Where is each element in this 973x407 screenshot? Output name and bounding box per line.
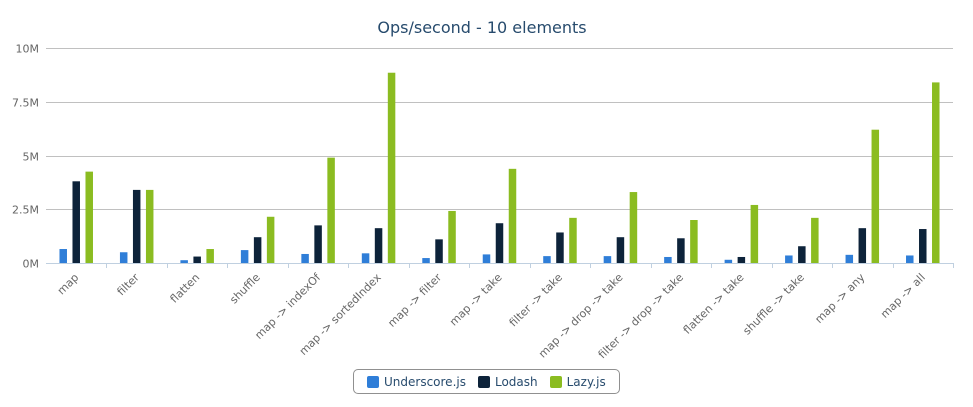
bar[interactable] (871, 129, 880, 263)
bar[interactable] (145, 189, 154, 263)
grid (46, 48, 953, 264)
bar[interactable] (119, 252, 128, 263)
x-tick-label: filter (115, 271, 143, 299)
bar[interactable] (906, 255, 914, 263)
bar[interactable] (811, 217, 819, 263)
legend-label-lodash: Lodash (494, 374, 538, 389)
bar[interactable] (72, 181, 80, 263)
legend: Underscore.js Lodash Lazy.js (353, 369, 620, 394)
bars (59, 72, 940, 264)
bar[interactable] (301, 253, 309, 263)
bar[interactable] (448, 210, 456, 263)
bar[interactable] (253, 237, 262, 263)
bar[interactable] (422, 258, 430, 263)
x-tick-label: filter -> take (507, 271, 566, 330)
y-axis: 0M 2.5M 5M 7.5M 10M (12, 43, 39, 271)
bar[interactable] (495, 223, 504, 263)
bar[interactable] (508, 168, 517, 263)
x-tick-label: shuffle (227, 271, 263, 307)
legend-swatch-lodash (477, 375, 490, 388)
bar[interactable] (737, 256, 746, 263)
bar[interactable] (690, 220, 698, 263)
x-tick-label: map -> take (447, 271, 505, 329)
x-tick-label: map (55, 271, 81, 297)
legend-item-lodash[interactable]: Lodash (477, 374, 538, 389)
bar[interactable] (482, 254, 491, 263)
bar[interactable] (387, 72, 396, 263)
x-tick-label: flatten -> take (681, 271, 747, 337)
bar[interactable] (132, 189, 141, 263)
x-tick-label: map -> all (878, 271, 928, 321)
bar[interactable] (724, 259, 733, 263)
bar[interactable] (845, 254, 854, 263)
bar[interactable] (266, 216, 275, 263)
legend-label-lazy: Lazy.js (566, 374, 606, 389)
bar[interactable] (750, 204, 759, 263)
bar[interactable] (616, 237, 625, 263)
bar[interactable] (193, 256, 201, 263)
bar[interactable] (919, 229, 927, 263)
legend-item-lazy[interactable]: Lazy.js (549, 374, 606, 389)
y-tick-label: 10M (16, 43, 40, 56)
bar[interactable] (206, 249, 214, 263)
bar[interactable] (543, 256, 551, 263)
y-tick-label: 2.5M (12, 204, 39, 217)
bar[interactable] (932, 82, 940, 264)
y-tick-label: 5M (23, 151, 40, 164)
bar[interactable] (240, 250, 249, 263)
legend-item-underscore[interactable]: Underscore.js (367, 375, 466, 389)
bar[interactable] (327, 157, 335, 263)
bar[interactable] (180, 260, 188, 263)
y-tick-label: 7.5M (12, 97, 39, 110)
x-tick-label: shuffle -> take (740, 271, 807, 338)
bar[interactable] (785, 255, 793, 263)
bar[interactable] (314, 225, 322, 263)
bar[interactable] (85, 171, 93, 263)
bar[interactable] (569, 217, 577, 263)
bar[interactable] (677, 238, 685, 263)
x-tick-label: map -> filter (385, 271, 444, 330)
bar[interactable] (59, 249, 67, 263)
bar[interactable] (798, 246, 806, 263)
x-tick-label: flatten (168, 271, 203, 306)
y-tick-label: 0M (23, 258, 40, 271)
bar[interactable] (603, 256, 612, 263)
bar[interactable] (374, 228, 383, 263)
bar[interactable] (629, 192, 638, 263)
bar[interactable] (361, 253, 370, 263)
x-tick-label: map -> any (812, 271, 867, 326)
legend-label-underscore: Underscore.js (384, 374, 466, 389)
bar[interactable] (435, 239, 443, 263)
legend-swatch-lazy (549, 375, 562, 388)
bar[interactable] (664, 256, 672, 263)
bar[interactable] (858, 228, 867, 263)
chart-title: Ops/second - 10 elements (377, 18, 586, 37)
legend-swatch-underscore (367, 375, 379, 388)
bar[interactable] (556, 232, 564, 263)
